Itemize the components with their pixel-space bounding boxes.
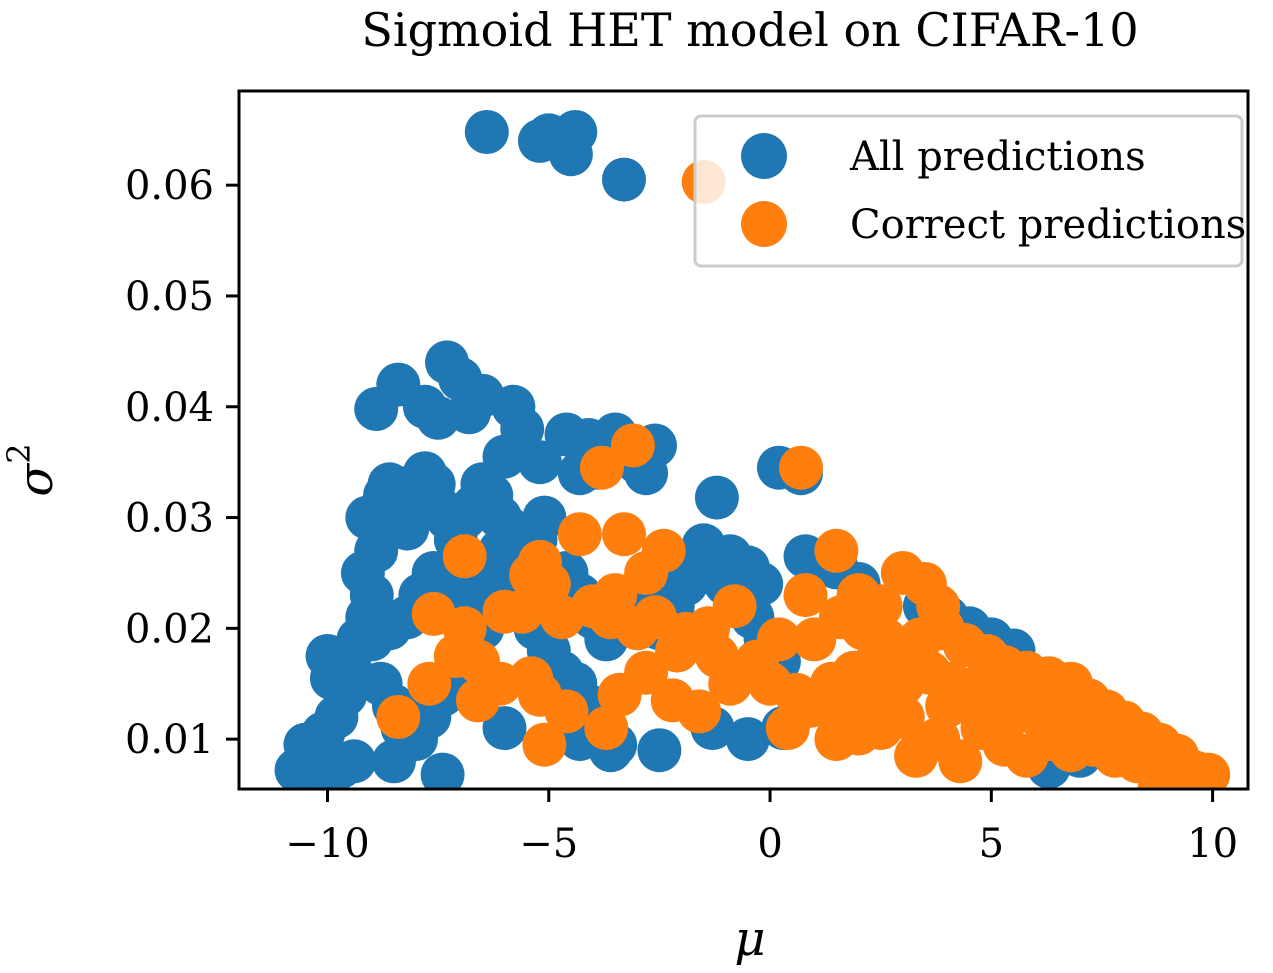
- correct-prediction-point-5: [557, 512, 602, 557]
- correct-prediction-point-43: [814, 528, 859, 573]
- all-prediction-point-113: [517, 440, 562, 485]
- correct-prediction-point-100: [1062, 706, 1107, 751]
- all-prediction-point-94: [637, 728, 682, 773]
- legend: All predictions Correct predictions: [693, 114, 1246, 268]
- x-tick-label-0: −10: [285, 821, 369, 867]
- data-points: [274, 110, 1231, 789]
- correct-prediction-point-24: [407, 661, 452, 706]
- x-axis-ticks: −10 −5 0 5 10: [285, 789, 1238, 867]
- y-axis-label-exponent: 2: [0, 443, 38, 463]
- y-axis-label-symbol: σ: [8, 463, 64, 497]
- plot-area: [274, 110, 1231, 789]
- y-tick-label-0: 0.01: [125, 717, 214, 763]
- all-prediction-point-89: [371, 739, 416, 784]
- correct-prediction-point-114: [1022, 672, 1067, 717]
- all-prediction-point-114: [482, 434, 527, 479]
- correct-prediction-point-34: [376, 695, 421, 739]
- correct-prediction-point-35: [522, 722, 567, 767]
- legend-marker-all-predictions: [741, 133, 787, 179]
- correct-prediction-point-33: [712, 584, 757, 629]
- correct-prediction-point-3: [779, 445, 823, 490]
- all-prediction-point-91: [482, 706, 527, 751]
- x-tick-label-4: 10: [1187, 821, 1238, 867]
- all-prediction-point-141: [517, 118, 562, 163]
- all-prediction-point-38: [522, 495, 567, 540]
- y-tick-label-2: 0.03: [125, 496, 214, 542]
- legend-label-correct-predictions: Correct predictions: [850, 202, 1246, 248]
- correct-prediction-point-42: [783, 573, 828, 618]
- correct-prediction-point-25: [456, 678, 500, 723]
- y-axis-label: σ2: [0, 443, 64, 496]
- correct-prediction-point-72: [1164, 759, 1208, 789]
- correct-prediction-point-10: [526, 562, 571, 606]
- correct-prediction-point-102: [664, 611, 708, 656]
- correct-prediction-point-79: [938, 739, 983, 784]
- y-tick-label-3: 0.04: [125, 385, 214, 431]
- all-prediction-point-103: [354, 387, 399, 431]
- all-prediction-point-118: [694, 475, 739, 520]
- y-axis-ticks: 0.01 0.02 0.03 0.04 0.05 0.06: [125, 163, 239, 763]
- correct-prediction-point-30: [624, 650, 669, 695]
- x-tick-label-1: −5: [519, 821, 578, 867]
- correct-prediction-point-110: [880, 661, 925, 706]
- all-prediction-point-90: [420, 752, 465, 789]
- all-prediction-point-106: [447, 390, 492, 435]
- y-tick-label-4: 0.05: [125, 274, 214, 320]
- correct-prediction-point-1: [579, 445, 624, 490]
- correct-prediction-point-87: [1115, 739, 1160, 784]
- legend-marker-correct-predictions: [741, 201, 787, 247]
- correct-prediction-point-2: [610, 423, 655, 468]
- x-tick-label-3: 5: [979, 821, 1004, 867]
- correct-prediction-point-41: [756, 617, 801, 662]
- plot-frame: [237, 89, 1250, 791]
- legend-box: [693, 114, 1244, 268]
- correct-prediction-point-111: [925, 683, 970, 728]
- all-prediction-point-96: [725, 717, 770, 762]
- y-tick-label-1: 0.02: [125, 606, 214, 652]
- correct-prediction-point-17: [500, 589, 545, 634]
- correct-prediction-point-28: [544, 689, 589, 734]
- svg-text:σ2: σ2: [0, 443, 64, 496]
- chart-title: Sigmoid HET model on CIFAR-10: [361, 3, 1138, 57]
- all-prediction-point-22: [385, 506, 430, 551]
- correct-prediction-point-76: [880, 695, 925, 739]
- x-tick-label-2: 0: [757, 821, 782, 867]
- all-prediction-point-140: [602, 157, 646, 202]
- correct-prediction-point-4: [442, 534, 487, 579]
- legend-label-all-predictions: All predictions: [849, 134, 1146, 180]
- correct-prediction-point-38: [677, 689, 722, 734]
- all-prediction-point-135: [464, 110, 509, 154]
- correct-prediction-point-13: [624, 551, 669, 595]
- all-prediction-point-4: [332, 739, 377, 784]
- y-tick-label-5: 0.06: [125, 163, 214, 209]
- correct-prediction-point-6: [602, 512, 646, 557]
- x-axis-label: μ: [734, 911, 765, 967]
- correct-prediction-point-18: [540, 595, 585, 640]
- correct-prediction-point-36: [584, 706, 629, 751]
